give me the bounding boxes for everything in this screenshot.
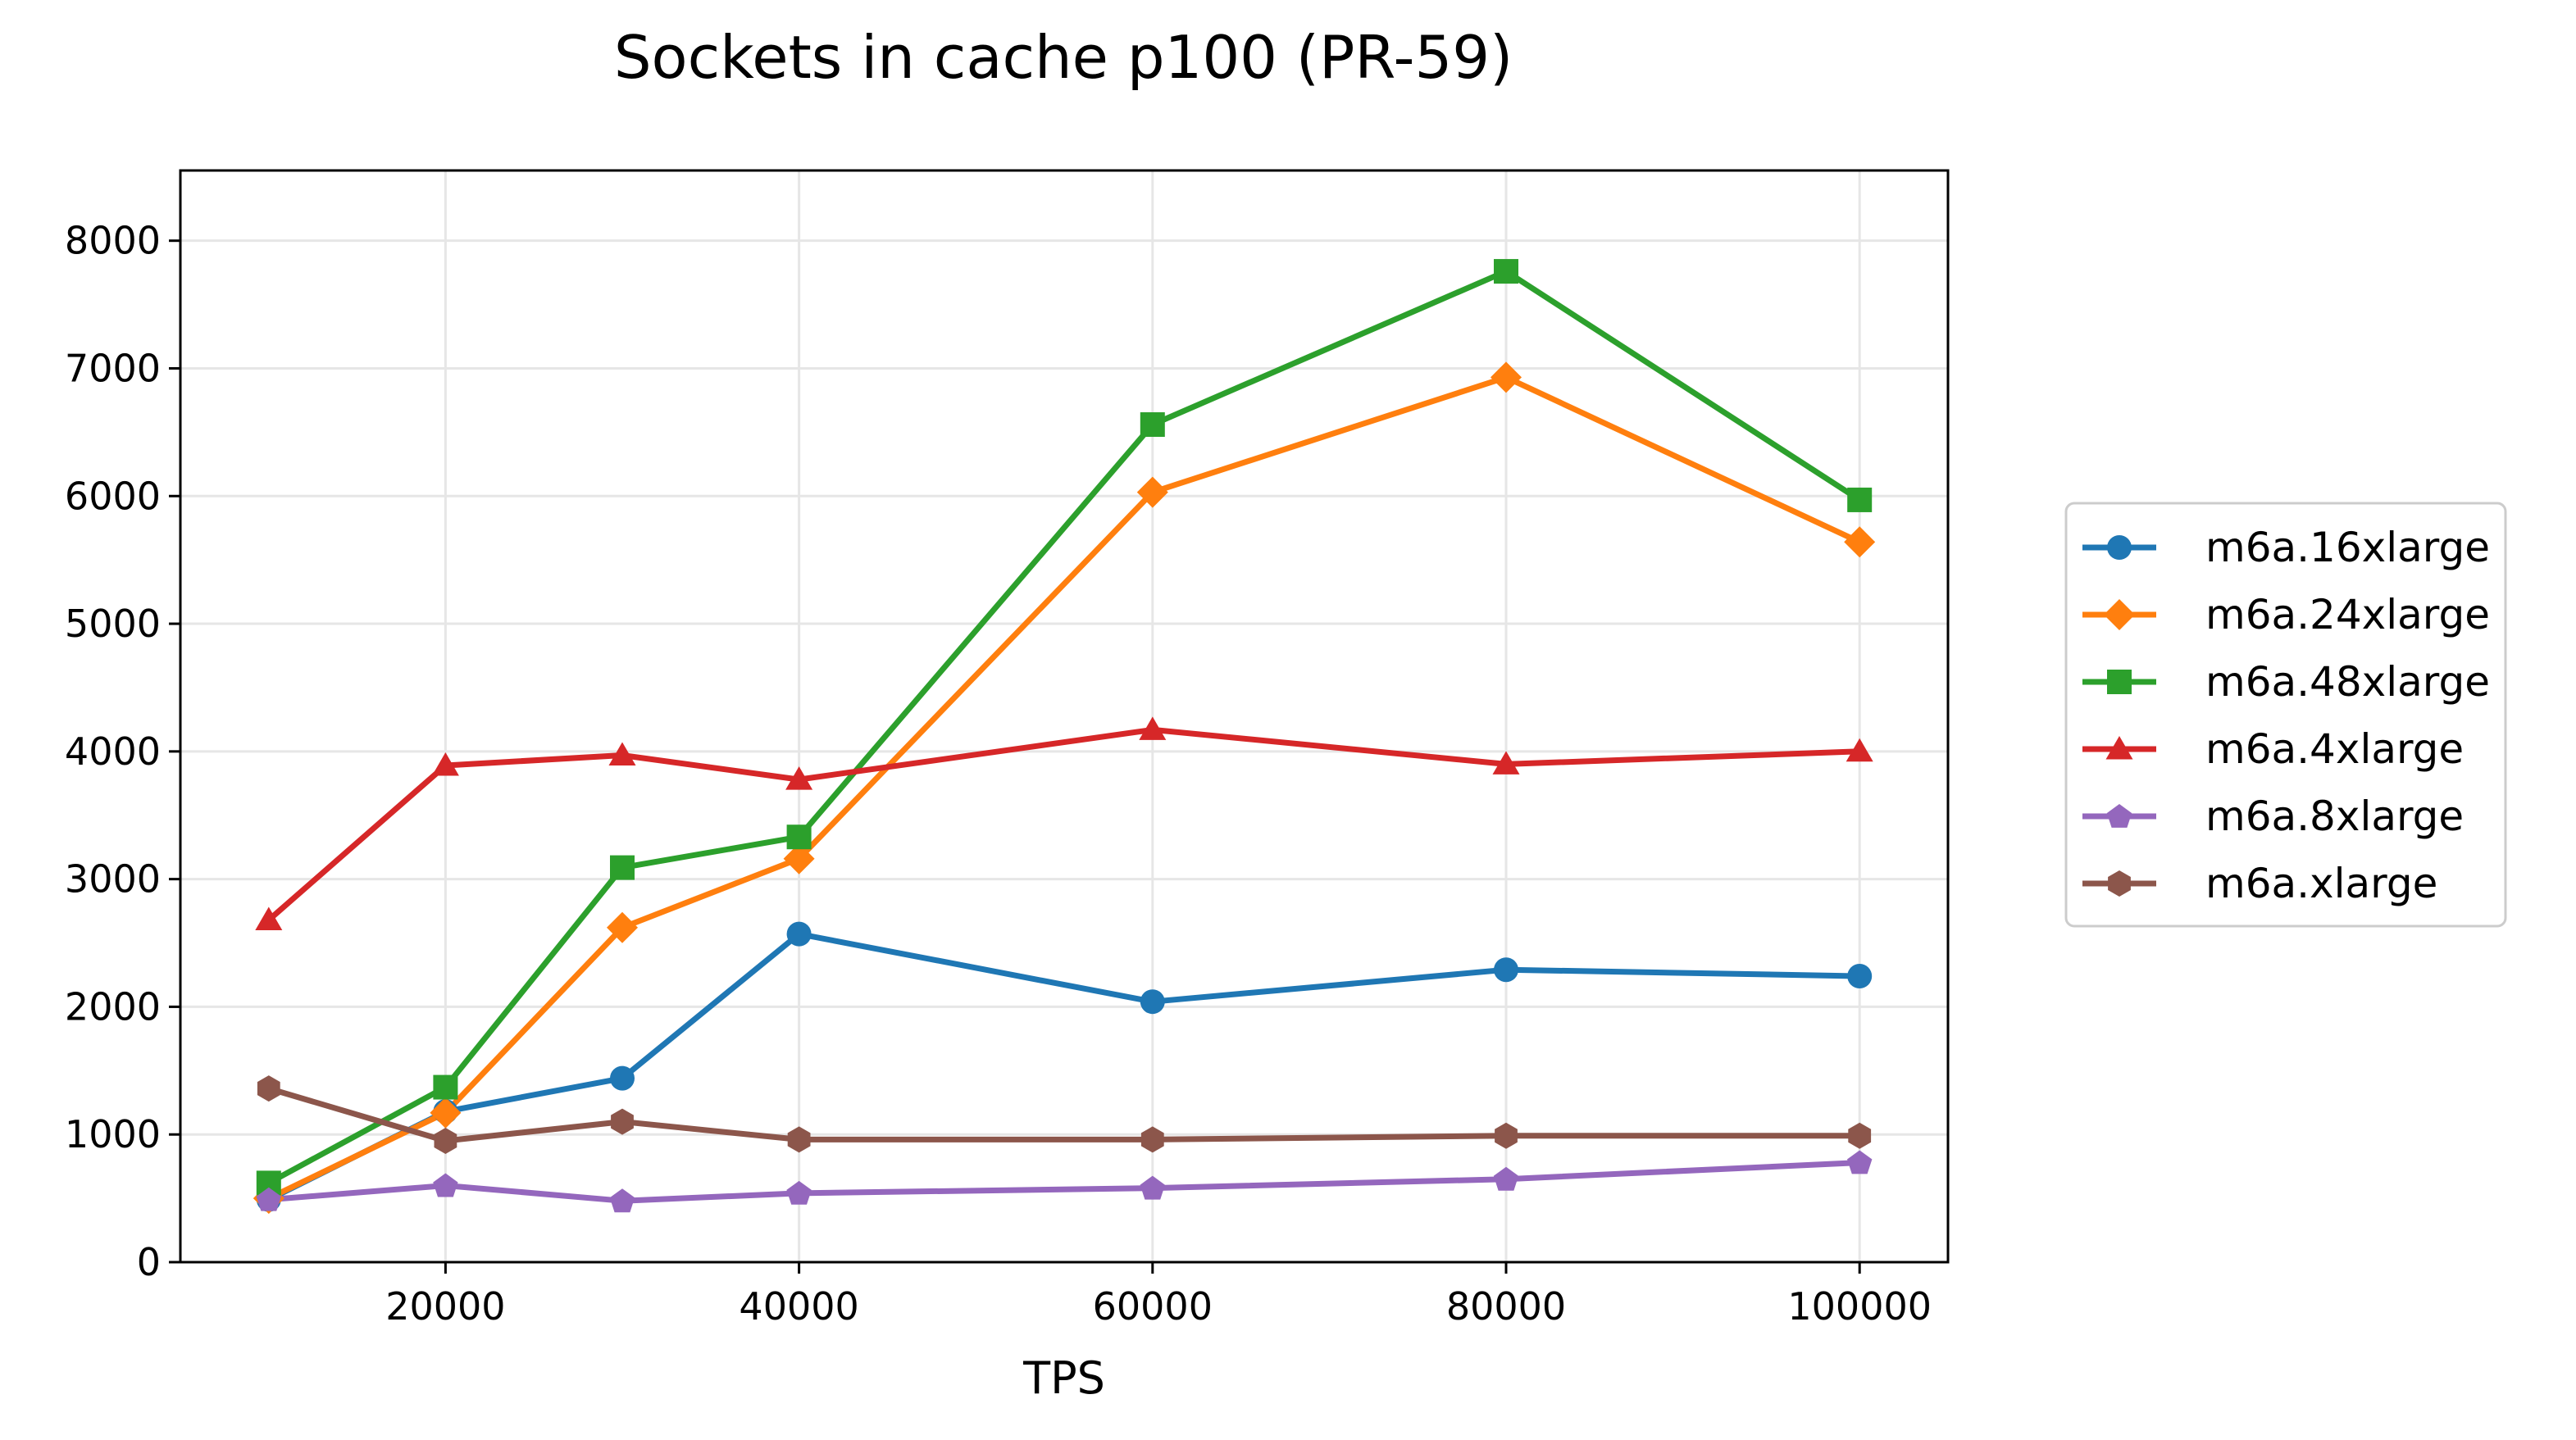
data-point-m6a-xlarge (1848, 1122, 1872, 1149)
data-point-m6a-8xlarge (1493, 1166, 1519, 1191)
data-point-m6a-16xlarge (1494, 957, 1518, 983)
data-point-m6a-24xlarge (1136, 476, 1168, 508)
x-axis-ticks: 20000 40000 60000 80000 100000 (385, 1262, 1932, 1329)
series-line-m6a-xlarge (265, 1084, 1863, 1144)
series-line-m6a-24xlarge (265, 374, 1864, 1202)
data-point-m6a-48xlarge (433, 1074, 458, 1100)
data-point-m6a-4xlarge (608, 742, 636, 765)
data-point-m6a-24xlarge (1491, 361, 1522, 393)
y-tick-label: 2000 (65, 984, 161, 1029)
legend-marker-m6a-8xlarge (2106, 804, 2132, 828)
x-tick-label: 100000 (1787, 1284, 1932, 1329)
series-lines (264, 268, 1864, 1204)
y-tick-label: 1000 (65, 1112, 161, 1156)
legend-label-m6a-24xlarge: m6a.24xlarge (2205, 591, 2490, 638)
legend-marker-m6a-4xlarge (2105, 736, 2133, 760)
data-point-m6a-4xlarge (785, 766, 813, 790)
chart-title: Sockets in cache p100 (PR-59) (614, 23, 1513, 92)
data-point-m6a-16xlarge (610, 1065, 635, 1091)
data-point-m6a-48xlarge (1494, 259, 1518, 284)
data-point-m6a-24xlarge (783, 843, 815, 874)
data-point-m6a-8xlarge (433, 1173, 458, 1197)
data-point-m6a-xlarge (611, 1108, 634, 1135)
data-point-m6a-xlarge (787, 1126, 811, 1153)
data-point-m6a-4xlarge (1492, 751, 1520, 775)
data-point-m6a-8xlarge (786, 1180, 812, 1205)
legend-frame (2064, 502, 2507, 928)
y-axis-ticks: 0 1000 2000 3000 4000 5000 6000 7000 8000 (65, 219, 180, 1284)
data-point-m6a-48xlarge (1140, 412, 1165, 438)
x-tick-label: 80000 (1446, 1284, 1566, 1329)
data-point-m6a-4xlarge (1139, 716, 1167, 740)
legend-label-m6a-16xlarge: m6a.16xlarge (2205, 524, 2490, 571)
y-tick-label: 7000 (65, 346, 161, 390)
data-point-m6a-xlarge (257, 1075, 280, 1102)
x-tick-label: 40000 (739, 1284, 858, 1329)
data-point-m6a-4xlarge (255, 906, 283, 930)
x-tick-label: 20000 (385, 1284, 505, 1329)
series-line-m6a-4xlarge (264, 726, 1863, 924)
series-markers (253, 259, 1876, 1215)
data-point-m6a-24xlarge (430, 1097, 462, 1129)
x-axis-label: TPS (1022, 1352, 1105, 1404)
legend-marker-m6a-xlarge (2108, 870, 2131, 897)
data-point-m6a-24xlarge (1844, 526, 1876, 558)
data-point-m6a-24xlarge (607, 911, 638, 943)
data-point-m6a-xlarge (434, 1128, 457, 1154)
data-point-m6a-16xlarge (1140, 989, 1165, 1015)
x-tick-label: 60000 (1093, 1284, 1213, 1329)
data-point-m6a-16xlarge (1847, 964, 1873, 989)
legend-label-m6a-4xlarge: m6a.4xlarge (2205, 725, 2464, 773)
data-point-m6a-xlarge (1140, 1126, 1164, 1153)
data-point-m6a-4xlarge (431, 752, 459, 776)
data-point-m6a-48xlarge (786, 824, 812, 850)
legend-marker-m6a-24xlarge (2104, 599, 2135, 630)
legend-label-m6a-8xlarge: m6a.8xlarge (2205, 793, 2464, 840)
data-point-m6a-8xlarge (1847, 1150, 1873, 1174)
legend: m6a.16xlarge m6a.24xlarge m6a.48xlarge m6a.… (2064, 502, 2507, 928)
legend-marker-m6a-48xlarge (2107, 670, 2132, 694)
data-point-m6a-16xlarge (786, 921, 812, 947)
y-tick-label: 4000 (65, 729, 161, 774)
data-point-m6a-48xlarge (610, 855, 635, 880)
y-tick-label: 5000 (65, 602, 161, 646)
series-line-m6a-8xlarge (266, 1159, 1863, 1204)
plot-area-frame (179, 169, 1950, 1264)
data-point-m6a-xlarge (1495, 1122, 1518, 1149)
legend-label-m6a-xlarge: m6a.xlarge (2205, 860, 2437, 907)
data-point-m6a-4xlarge (1846, 738, 1873, 762)
data-point-m6a-8xlarge (256, 1187, 281, 1211)
y-tick-label: 6000 (65, 474, 161, 518)
data-point-m6a-8xlarge (1140, 1175, 1165, 1200)
y-tick-label: 0 (137, 1240, 161, 1284)
y-tick-label: 8000 (65, 219, 161, 263)
legend-label-m6a-48xlarge: m6a.48xlarge (2205, 658, 2490, 706)
series-line-m6a-16xlarge (265, 931, 1863, 1204)
legend-marker-m6a-16xlarge (2107, 535, 2132, 560)
data-point-m6a-48xlarge (1847, 487, 1873, 512)
y-tick-label: 3000 (65, 857, 161, 902)
data-point-m6a-8xlarge (609, 1188, 635, 1213)
